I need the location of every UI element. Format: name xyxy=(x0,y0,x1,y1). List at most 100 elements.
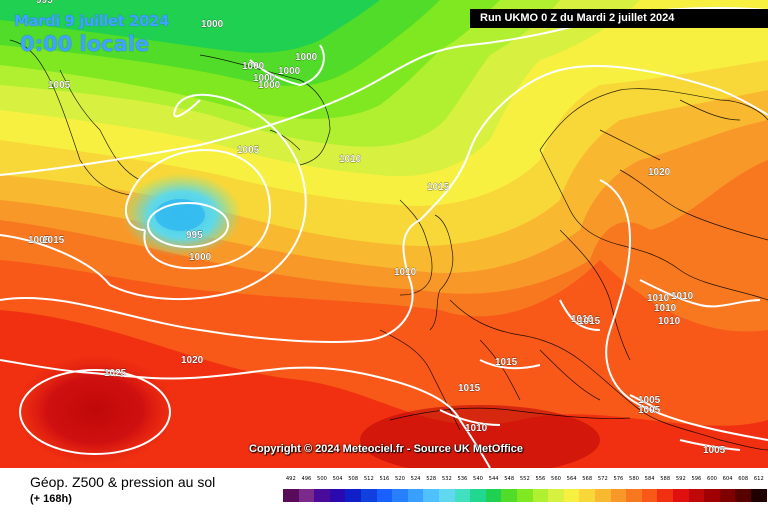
forecast-range: (+ 168h) xyxy=(30,493,72,505)
pressure-label: 1005 xyxy=(28,235,51,246)
pressure-label: 1010 xyxy=(654,303,677,314)
scale-label: 580 xyxy=(629,476,639,482)
scale-swatch xyxy=(376,489,393,502)
scale-swatch xyxy=(298,489,315,502)
pressure-label: 1010 xyxy=(647,293,670,304)
scale-swatch xyxy=(641,489,658,502)
scale-label: 600 xyxy=(707,476,717,482)
scale-label: 564 xyxy=(566,476,577,482)
scale-swatch xyxy=(407,489,424,502)
pressure-label: 1010 xyxy=(339,154,362,165)
pressure-label: 1015 xyxy=(495,357,518,368)
scale-label: 520 xyxy=(395,476,405,482)
pressure-label: 1000 xyxy=(253,73,276,84)
scale-swatch xyxy=(719,489,736,502)
scale-label: 568 xyxy=(582,476,593,482)
scale-label: 548 xyxy=(504,476,515,482)
scale-swatch xyxy=(673,489,689,502)
weather-map: 995 1000 1000 1000 1000 1000 1000 1005 1… xyxy=(0,0,768,468)
scale-swatch xyxy=(392,489,408,502)
scale-label: 500 xyxy=(317,476,327,482)
scale-swatch xyxy=(439,489,455,502)
pressure-label: 1015 xyxy=(578,316,601,327)
scale-label: 572 xyxy=(597,476,608,482)
scale-swatch xyxy=(423,489,439,502)
coastlines xyxy=(9,39,768,451)
scale-swatch xyxy=(595,489,611,502)
scale-swatch xyxy=(517,489,533,502)
scale-label: 492 xyxy=(285,476,296,482)
pressure-labels: 995 1000 1000 1000 1000 1000 1000 1005 1… xyxy=(28,0,726,456)
pressure-label: 1010 xyxy=(571,314,594,325)
scale-label: 592 xyxy=(675,476,686,482)
scale-swatch xyxy=(704,489,720,502)
pressure-label: 1005 xyxy=(638,395,661,406)
scale-label: 536 xyxy=(457,476,468,482)
scale-swatch xyxy=(563,489,580,502)
scale-label: 552 xyxy=(519,476,530,482)
pressure-label: 1000 xyxy=(189,252,212,263)
pressure-label: 1000 xyxy=(278,66,301,77)
scale-label: 512 xyxy=(363,476,374,482)
scale-label: 504 xyxy=(332,476,343,482)
scale-swatch xyxy=(657,489,673,502)
scale-swatch xyxy=(548,489,564,502)
pressure-label: 1015 xyxy=(42,235,65,246)
scale-swatch xyxy=(610,489,627,502)
scale-swatch xyxy=(688,489,705,502)
scale-swatch xyxy=(345,489,361,502)
isobars xyxy=(0,7,768,468)
pressure-label: 1010 xyxy=(658,316,681,327)
scale-swatch xyxy=(735,489,751,502)
scale-swatch xyxy=(470,489,486,502)
scale-label: 528 xyxy=(426,476,437,482)
scale-label: 608 xyxy=(738,476,749,482)
forecast-date: Mardi 9 juillet 2024 xyxy=(14,12,169,30)
scale-swatch xyxy=(283,489,299,502)
scale-label: 496 xyxy=(301,476,312,482)
model-run-banner: Run UKMO 0 Z du Mardi 2 juillet 2024 xyxy=(470,9,768,28)
pressure-label: 1010 xyxy=(394,267,417,278)
scale-label: 556 xyxy=(535,476,546,482)
scale-label: 532 xyxy=(441,476,452,482)
scale-label: 604 xyxy=(722,476,733,482)
forecast-time: 0:00 locale xyxy=(20,32,150,56)
pressure-label: 1005 xyxy=(703,445,726,456)
scale-swatch xyxy=(501,489,517,502)
pressure-label: 1010 xyxy=(465,423,488,434)
pressure-label: 1000 xyxy=(258,80,281,91)
scale-swatch xyxy=(532,489,549,502)
pressure-label: 1020 xyxy=(648,167,671,178)
pressure-label: 1010 xyxy=(671,291,694,302)
pressure-label: 995 xyxy=(186,230,203,241)
pressure-label: 1005 xyxy=(48,80,71,91)
scale-swatch xyxy=(314,489,330,502)
scale-swatch xyxy=(454,489,471,502)
scale-label: 596 xyxy=(691,476,702,482)
scale-label: 540 xyxy=(473,476,483,482)
pressure-label: 1015 xyxy=(458,383,481,394)
scale-swatch xyxy=(751,489,767,502)
scale-swatch xyxy=(579,489,595,502)
scale-swatch xyxy=(329,489,346,502)
scale-label: 516 xyxy=(379,476,390,482)
pressure-label: 1000 xyxy=(242,61,265,72)
pressure-label: 1000 xyxy=(201,19,224,30)
scale-label: 508 xyxy=(348,476,359,482)
pressure-label: 1005 xyxy=(638,405,661,416)
pressure-label: 1020 xyxy=(181,355,204,366)
scale-label: 524 xyxy=(410,476,421,482)
pressure-label: 1015 xyxy=(427,182,450,193)
scale-swatch xyxy=(485,489,502,502)
pressure-label: 1005 xyxy=(237,145,260,156)
scale-label: 560 xyxy=(551,476,561,482)
scale-label: 612 xyxy=(753,476,764,482)
copyright-notice: Copyright © 2024 Meteociel.fr - Source U… xyxy=(249,443,523,455)
scale-swatch xyxy=(626,489,642,502)
pressure-label: 1025 xyxy=(104,368,127,379)
scale-label: 576 xyxy=(613,476,624,482)
scale-label: 544 xyxy=(488,476,499,482)
pressure-label: 1000 xyxy=(295,52,318,63)
scale-swatch xyxy=(361,489,377,502)
